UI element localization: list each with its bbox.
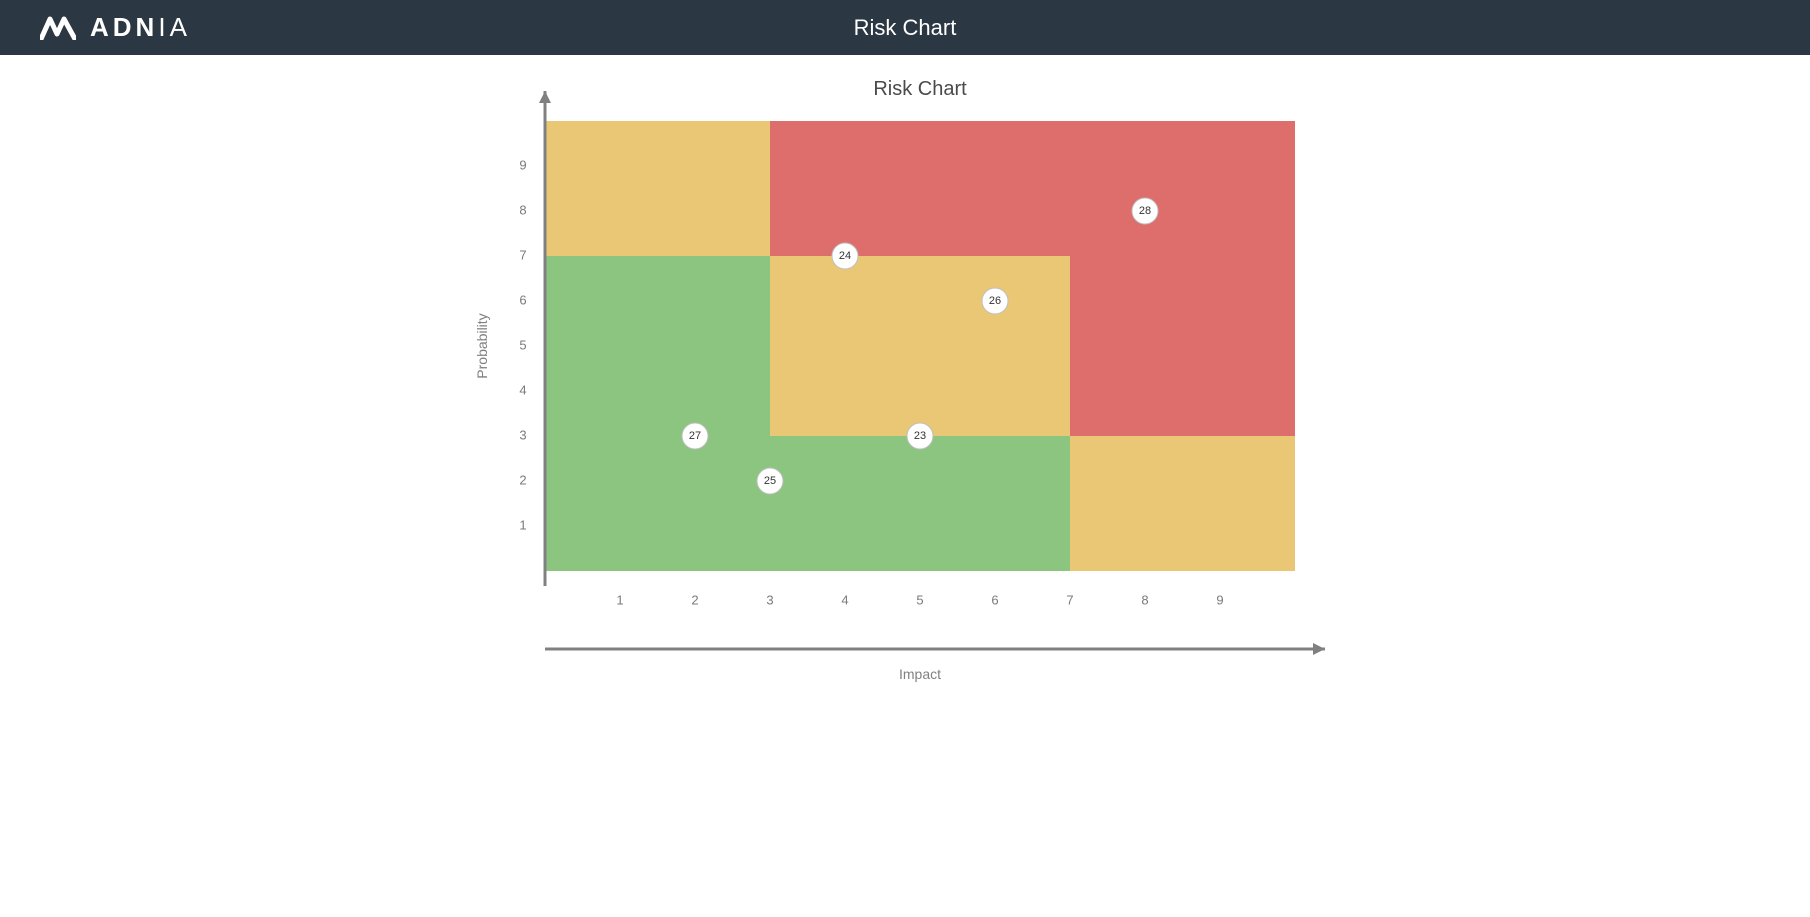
x-axis-arrow-icon	[1313, 643, 1325, 655]
risk-region	[770, 121, 1295, 256]
y-tick-label: 1	[519, 517, 526, 532]
header-title: Risk Chart	[854, 15, 957, 41]
app-header: ADNIA Risk Chart	[0, 0, 1810, 55]
risk-marker-label: 24	[839, 250, 851, 262]
y-tick-label: 7	[519, 247, 526, 262]
chart-title: Risk Chart	[873, 78, 967, 100]
y-tick-label: 5	[519, 337, 526, 352]
risk-marker-label: 27	[689, 430, 701, 442]
y-axis-arrow-icon	[539, 91, 551, 103]
y-tick-label: 2	[519, 472, 526, 487]
risk-region	[1070, 256, 1295, 436]
x-tick-label: 7	[1066, 592, 1073, 607]
x-tick-label: 5	[916, 592, 923, 607]
risk-chart-svg: Risk Chart123456789123456789ImpactProbab…	[425, 55, 1385, 755]
risk-marker-label: 25	[764, 475, 776, 487]
risk-marker-label: 26	[989, 295, 1001, 307]
x-tick-label: 2	[691, 592, 698, 607]
risk-chart-container: Risk Chart123456789123456789ImpactProbab…	[0, 55, 1810, 755]
x-tick-label: 6	[991, 592, 998, 607]
y-tick-label: 8	[519, 202, 526, 217]
brand-mark-icon	[40, 16, 76, 40]
x-tick-label: 3	[766, 592, 773, 607]
risk-region	[545, 436, 1070, 571]
y-tick-label: 9	[519, 157, 526, 172]
risk-marker-label: 28	[1139, 205, 1151, 217]
risk-region	[1070, 436, 1295, 571]
risk-region	[770, 256, 1070, 436]
y-tick-label: 6	[519, 292, 526, 307]
risk-marker-label: 23	[914, 430, 926, 442]
y-axis-label: Probability	[474, 313, 490, 378]
x-tick-label: 8	[1141, 592, 1148, 607]
x-axis-label: Impact	[899, 666, 941, 682]
risk-region	[545, 256, 770, 436]
brand-logo: ADNIA	[40, 12, 191, 43]
x-tick-label: 1	[616, 592, 623, 607]
y-tick-label: 4	[519, 382, 526, 397]
x-tick-label: 4	[841, 592, 848, 607]
brand-name: ADNIA	[90, 12, 191, 43]
y-tick-label: 3	[519, 427, 526, 442]
x-tick-label: 9	[1216, 592, 1223, 607]
risk-region	[545, 121, 770, 256]
